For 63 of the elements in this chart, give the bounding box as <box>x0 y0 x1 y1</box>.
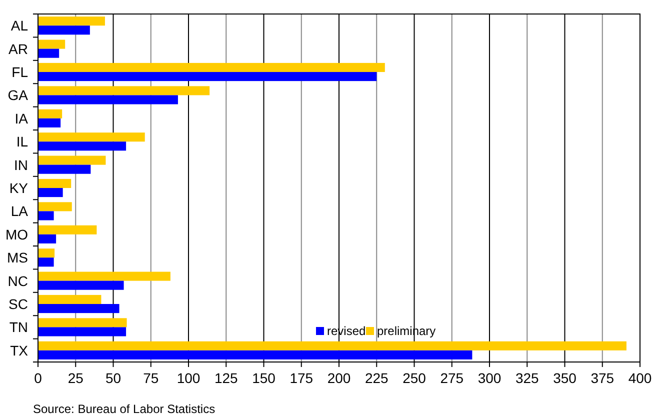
y-tick-label: NC <box>8 272 28 289</box>
x-tick-label: 200 <box>327 370 351 386</box>
x-tick-label: 350 <box>553 370 577 386</box>
bar <box>38 304 120 314</box>
y-tick-label: FL <box>12 64 28 80</box>
bar <box>38 318 127 328</box>
x-tick-label: 25 <box>68 370 84 386</box>
bar <box>38 164 91 174</box>
y-tick-label: MS <box>7 250 28 266</box>
source-note: Source: Bureau of Labor Statistics <box>33 402 216 416</box>
x-tick-label: 225 <box>364 370 389 386</box>
y-tick-label: IL <box>16 134 28 150</box>
bar <box>38 132 145 142</box>
bar <box>38 40 66 49</box>
bar <box>38 280 124 290</box>
bar <box>38 188 63 198</box>
x-tick-label: 0 <box>34 370 42 386</box>
bar <box>38 16 105 26</box>
y-tick-label: MO <box>5 226 28 242</box>
x-tick-label: 50 <box>105 370 122 386</box>
bar <box>38 156 106 165</box>
y-tick-label: AR <box>8 40 28 57</box>
bar <box>38 26 90 35</box>
bar <box>38 48 60 58</box>
x-tick-label: 400 <box>628 370 652 386</box>
x-tick-label: 100 <box>176 370 200 386</box>
y-tick-label: LA <box>10 203 29 220</box>
bar <box>38 62 385 72</box>
bar <box>38 327 126 336</box>
x-tick-label: 150 <box>252 370 276 386</box>
bar <box>38 202 72 212</box>
bar <box>38 341 626 350</box>
x-tick-label: 375 <box>590 370 614 386</box>
x-tick-label: 250 <box>402 370 426 386</box>
bar <box>38 258 54 267</box>
y-tick-label: TX <box>10 342 29 358</box>
bar <box>38 109 62 118</box>
x-tick-label: 275 <box>440 370 464 386</box>
bar <box>38 72 377 82</box>
x-tick-label: 75 <box>143 370 159 386</box>
bar <box>38 234 56 244</box>
bar <box>38 95 178 104</box>
bar <box>38 178 72 188</box>
x-tick-label: 325 <box>515 370 540 386</box>
y-tick-label: SC <box>8 296 28 312</box>
y-tick-label: TN <box>9 319 28 336</box>
x-tick-label: 125 <box>214 370 238 386</box>
y-tick-label: IA <box>14 110 29 126</box>
bar <box>38 294 102 304</box>
bar <box>38 211 54 220</box>
y-tick-label: GA <box>8 87 29 104</box>
y-tick-label: IN <box>14 156 28 173</box>
y-tick-label: AL <box>10 18 28 34</box>
bar <box>38 272 170 281</box>
bar <box>38 142 126 151</box>
bar <box>38 350 472 360</box>
bar <box>38 225 97 234</box>
bar <box>38 118 61 128</box>
x-tick-label: 300 <box>478 370 502 386</box>
y-tick-label: KY <box>9 180 29 196</box>
x-tick-label: 175 <box>290 370 314 386</box>
bar <box>38 248 55 258</box>
bar <box>38 86 210 96</box>
